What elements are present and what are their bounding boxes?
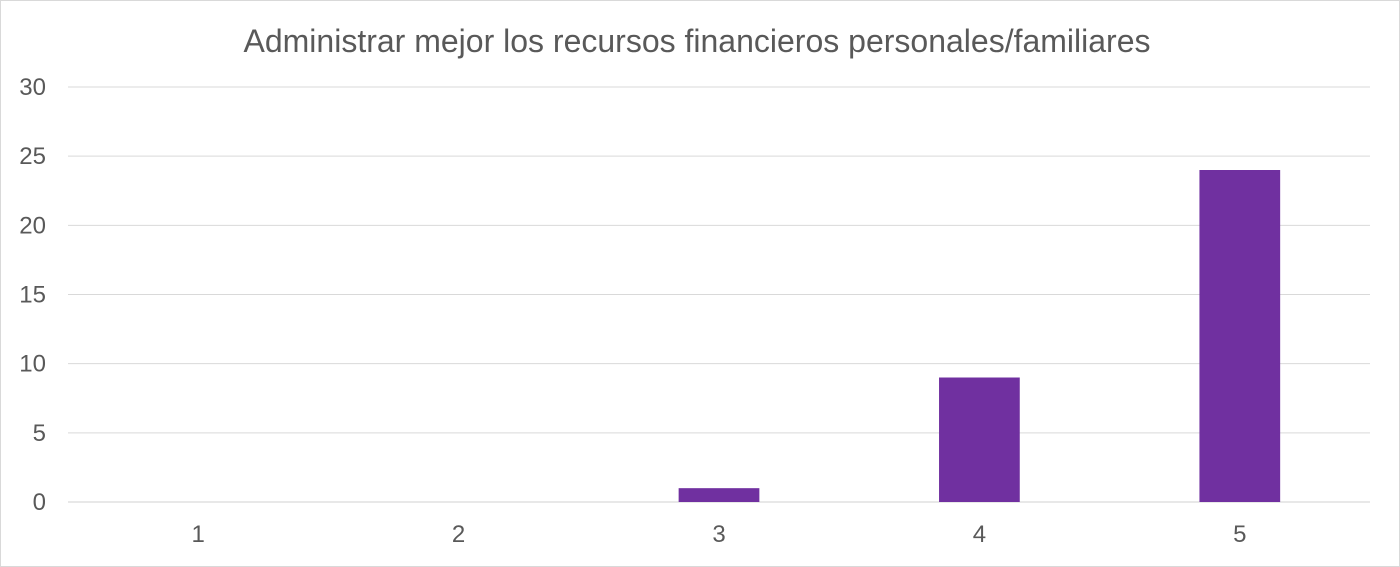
x-tick-label: 5 [1233, 521, 1246, 548]
y-tick-label: 5 [33, 420, 46, 447]
chart-title: Administrar mejor los recursos financier… [244, 23, 1151, 59]
x-tick-label: 1 [192, 521, 205, 548]
bar-3 [678, 488, 760, 502]
bars [678, 170, 1281, 502]
y-axis-ticks: 0 5 10 15 20 25 30 [19, 74, 46, 516]
y-tick-label: 0 [33, 489, 46, 516]
y-tick-label: 15 [19, 282, 46, 309]
bar-5 [1199, 170, 1281, 502]
x-axis-ticks: 1 2 3 4 5 [192, 521, 1247, 548]
y-tick-label: 25 [19, 143, 46, 170]
y-tick-label: 30 [19, 74, 46, 101]
x-tick-label: 3 [712, 521, 725, 548]
bar-4 [939, 377, 1020, 502]
x-tick-label: 2 [452, 521, 465, 548]
y-tick-label: 20 [19, 212, 46, 239]
gridlines [68, 86, 1370, 503]
x-tick-label: 4 [973, 521, 986, 548]
y-tick-label: 10 [19, 351, 46, 378]
